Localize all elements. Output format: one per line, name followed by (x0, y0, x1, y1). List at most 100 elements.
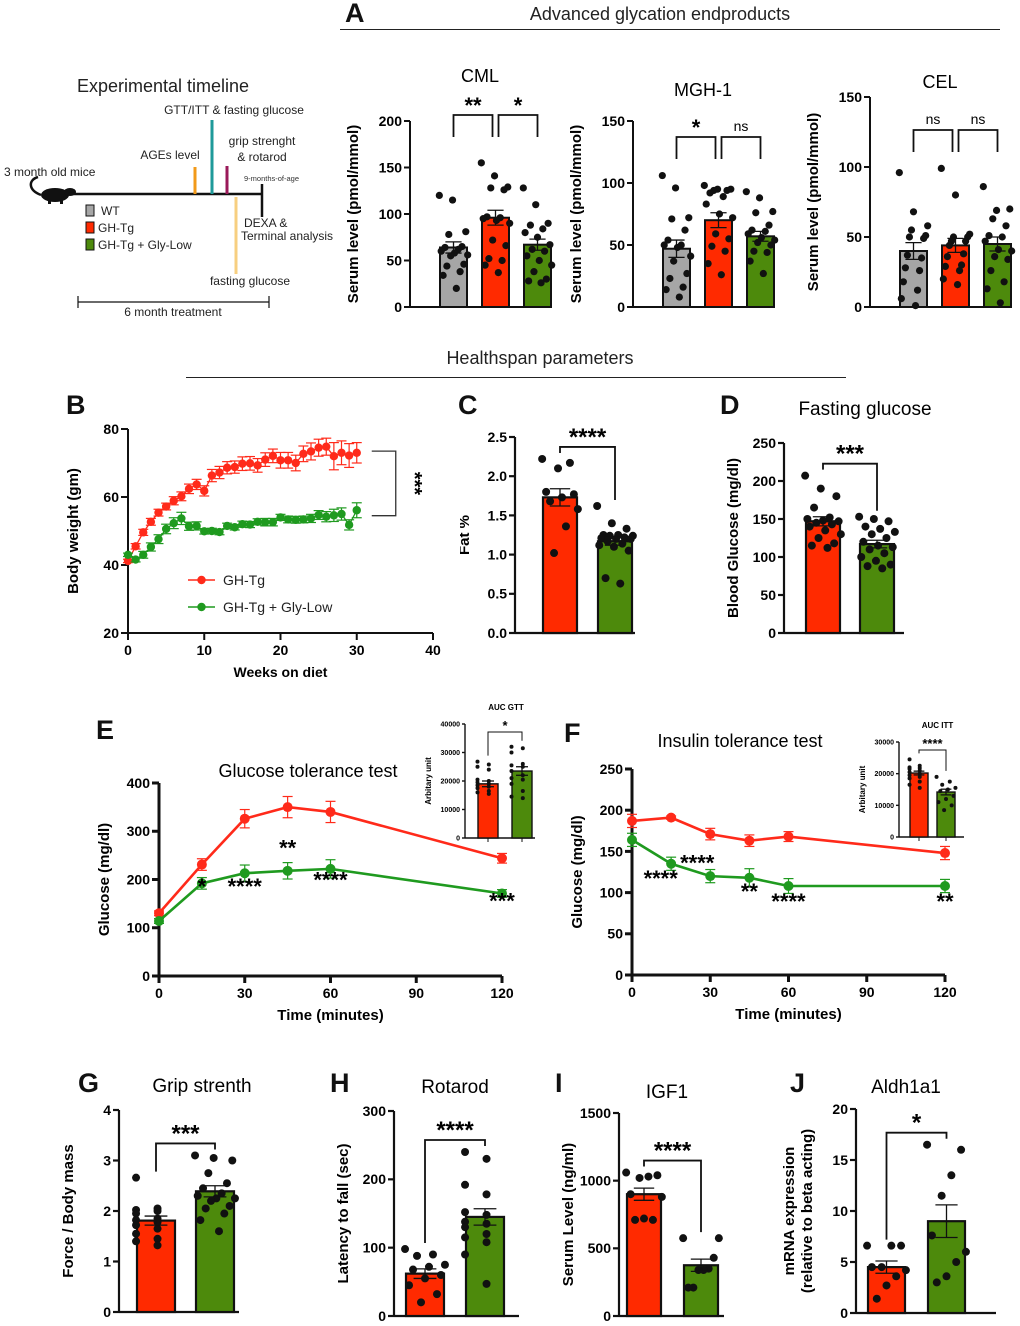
series-point-0 (230, 462, 239, 472)
data-point (482, 1279, 491, 1288)
series-point-0 (276, 456, 285, 465)
data-point (413, 1251, 422, 1260)
data-point (409, 1265, 418, 1274)
y-axis-label: Arbitary unit (858, 765, 867, 813)
y-tick-label: 2 (103, 1203, 111, 1219)
series-point-1 (337, 509, 346, 519)
data-point (475, 786, 480, 791)
data-point (214, 1227, 223, 1236)
series-point-1 (291, 515, 300, 524)
significance-label: **** (569, 424, 607, 451)
data-point (955, 267, 964, 275)
y-tick-label: 20000 (875, 771, 895, 778)
data-point (913, 286, 922, 294)
y-tick-label: 1.5 (488, 507, 508, 523)
series-point-1 (192, 521, 201, 531)
data-point (899, 278, 907, 286)
data-point (432, 1290, 441, 1299)
data-point (456, 268, 464, 276)
data-point (876, 524, 885, 533)
data-point (947, 1171, 956, 1180)
y-tick-label: 500 (588, 1240, 612, 1256)
chart-cel: 0 50 100 150 ns ns Serum level (pmol/mmol) CEL (805, 72, 1016, 315)
data-point (494, 268, 502, 277)
data-point (443, 262, 451, 270)
significance-label: **** (680, 850, 715, 875)
data-point (452, 284, 460, 292)
data-point (863, 1241, 872, 1250)
data-point (861, 522, 870, 531)
y-tick-label: 300 (363, 1103, 387, 1119)
x-tick-label: 90 (859, 984, 875, 1000)
panel-letter-g: G (78, 1068, 100, 1098)
data-point (521, 229, 529, 237)
data-point (440, 1260, 449, 1269)
data-point (132, 1173, 141, 1182)
data-point (871, 556, 880, 565)
data-point (994, 246, 1003, 254)
series-point-1 (314, 510, 323, 520)
data-point (746, 257, 754, 265)
data-point (626, 534, 635, 543)
x-tick-label: 120 (490, 985, 514, 1001)
data-point (603, 537, 612, 546)
data-point (489, 236, 497, 244)
data-point (486, 791, 491, 796)
significance-label: ** (936, 889, 954, 914)
significance-label: * (502, 718, 508, 733)
series-point-1 (131, 555, 140, 564)
y-tick-label: 150 (379, 159, 403, 175)
x-axis-label: Time (minutes) (735, 1006, 841, 1023)
panel-letter-b: B (66, 390, 86, 420)
data-point (803, 515, 812, 523)
significance-label: ns (734, 118, 749, 134)
data-point (927, 1231, 936, 1240)
significance-label: **** (228, 874, 263, 899)
data-point (962, 237, 970, 245)
legend-label-ghtg: GH-Tg (98, 221, 134, 235)
data-point (644, 1172, 653, 1181)
bar-gh-tg (135, 1219, 177, 1314)
data-point (597, 534, 606, 543)
data-point (880, 549, 889, 558)
data-point (917, 779, 922, 784)
data-point (525, 277, 533, 285)
data-point (622, 1168, 631, 1177)
data-point (673, 243, 682, 252)
data-point (666, 274, 674, 283)
data-point (939, 275, 947, 283)
data-point (475, 777, 480, 782)
data-point (771, 236, 779, 244)
series-point-1 (627, 834, 637, 845)
significance-label: **** (644, 866, 679, 891)
data-point (530, 268, 538, 276)
y-tick-label: 100 (127, 920, 151, 936)
data-point (668, 215, 676, 223)
significance-label: *** (836, 441, 865, 468)
series-point-1 (215, 527, 224, 537)
data-point (509, 769, 514, 774)
series-point-0 (666, 812, 677, 823)
data-point (960, 250, 968, 258)
data-point (526, 221, 535, 229)
y-axis-label-2: (relative to beta acting) (799, 1129, 816, 1293)
data-point (951, 191, 960, 199)
data-point (153, 1207, 162, 1215)
x-tick-label: 60 (781, 984, 797, 1000)
y-tick-label: 400 (127, 775, 151, 791)
panel-letter-d: D (720, 390, 740, 420)
significance-label: **** (436, 1117, 474, 1144)
y-tick-label: 200 (363, 1171, 387, 1187)
data-point (542, 487, 551, 496)
y-tick-label: 100 (379, 206, 403, 222)
data-point (752, 209, 760, 217)
y-tick-label: 2.0 (488, 468, 508, 484)
significance-bracket (487, 731, 523, 756)
series-point-1 (299, 515, 308, 524)
x-axis-label: Time (minutes) (277, 1007, 383, 1024)
panel-letter-f: F (564, 718, 581, 748)
y-tick-label: 20 (103, 625, 119, 641)
data-point (706, 189, 714, 197)
data-point (509, 763, 514, 768)
data-point (631, 1215, 640, 1224)
